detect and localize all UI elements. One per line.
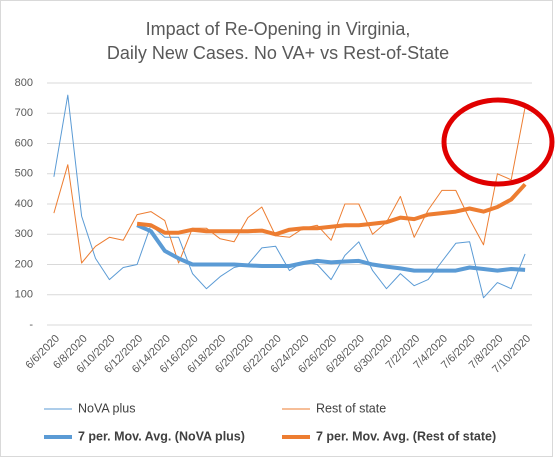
series-line bbox=[53, 107, 526, 264]
series-line bbox=[136, 182, 527, 237]
y-tick-label: 200 bbox=[15, 258, 33, 270]
highlight-circle bbox=[441, 97, 555, 187]
y-tick-label: 800 bbox=[15, 77, 33, 89]
legend-label: Rest of state bbox=[316, 401, 386, 415]
y-tick-label: 300 bbox=[15, 228, 33, 240]
legend-label: NoVA plus bbox=[78, 401, 135, 415]
series-line bbox=[53, 94, 526, 299]
y-tick-label: 600 bbox=[15, 137, 33, 149]
y-tick-label: 100 bbox=[15, 289, 33, 301]
y-tick-label: 400 bbox=[15, 198, 33, 210]
y-tick-label: - bbox=[29, 319, 33, 331]
chart-title-line: Impact of Re-Opening in Virginia, bbox=[146, 19, 411, 39]
y-tick-label: 700 bbox=[15, 107, 33, 119]
legend-label: 7 per. Mov. Avg. (Rest of state) bbox=[316, 429, 496, 443]
y-tick-label: 500 bbox=[15, 168, 33, 180]
legend-label: 7 per. Mov. Avg. (NoVA plus) bbox=[78, 429, 245, 443]
series-line bbox=[136, 223, 526, 273]
chart-title-line: Daily New Cases. No VA+ vs Rest-of-State bbox=[107, 43, 449, 63]
